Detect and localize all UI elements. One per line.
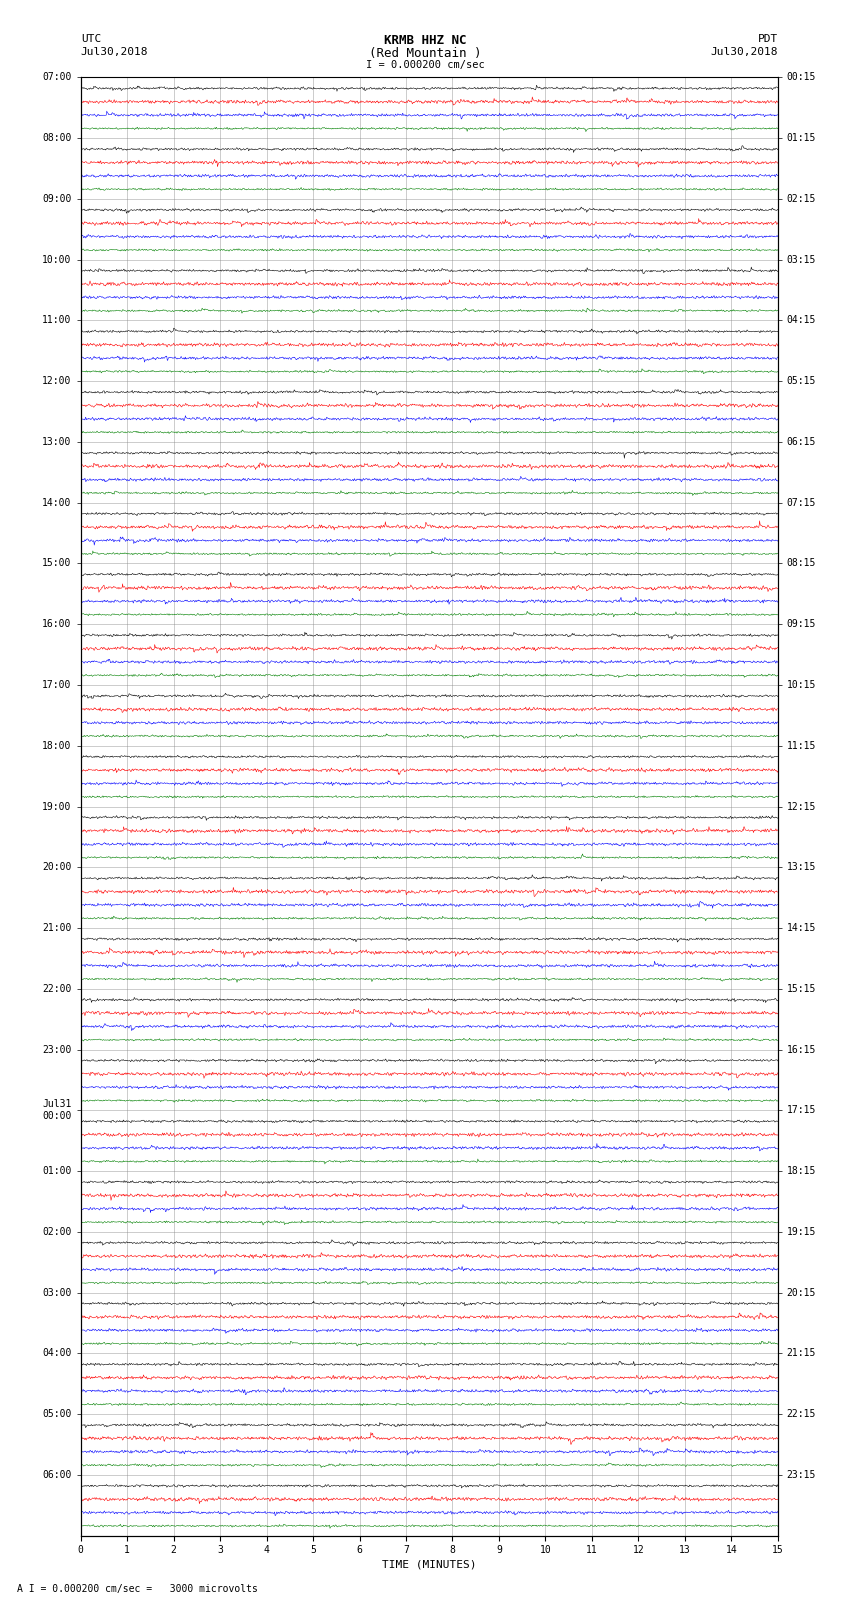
Text: KRMB HHZ NC: KRMB HHZ NC — [383, 34, 467, 47]
Text: Jul30,2018: Jul30,2018 — [711, 47, 778, 56]
Text: PDT: PDT — [757, 34, 778, 44]
Text: UTC: UTC — [81, 34, 101, 44]
X-axis label: TIME (MINUTES): TIME (MINUTES) — [382, 1560, 477, 1569]
Text: I = 0.000200 cm/sec: I = 0.000200 cm/sec — [366, 60, 484, 69]
Text: A I = 0.000200 cm/sec =   3000 microvolts: A I = 0.000200 cm/sec = 3000 microvolts — [17, 1584, 258, 1594]
Text: (Red Mountain ): (Red Mountain ) — [369, 47, 481, 60]
Text: Jul30,2018: Jul30,2018 — [81, 47, 148, 56]
